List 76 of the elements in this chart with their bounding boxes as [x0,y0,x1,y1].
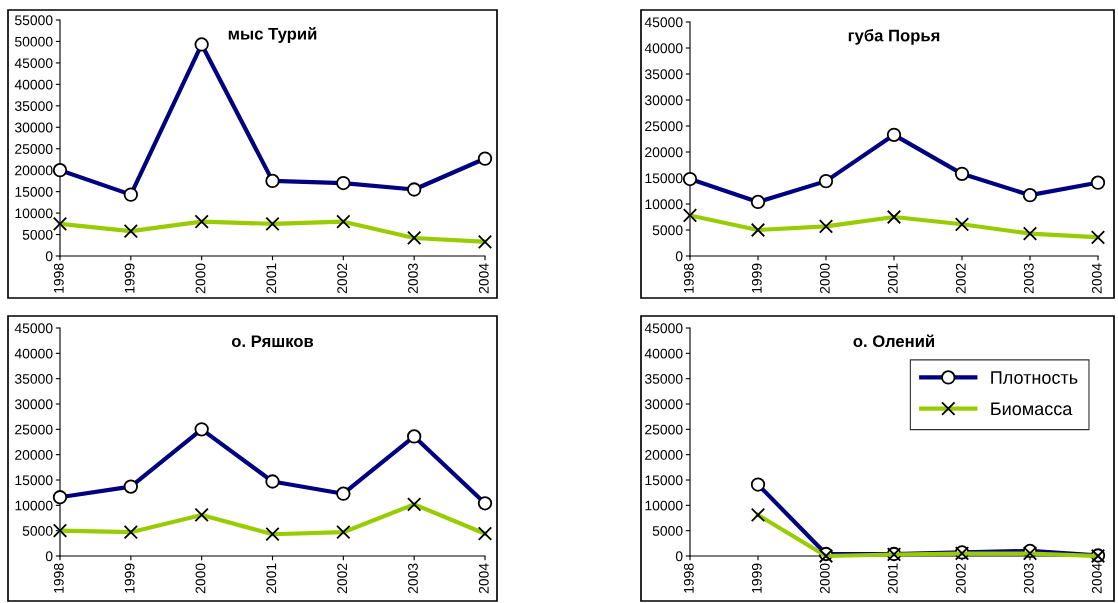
x-tick-label: 1998 [53,263,64,293]
y-tick-label: 55000 [14,15,53,26]
x-tick-label: 2004 [1091,563,1102,594]
y-tick-label: 5000 [22,229,53,240]
y-tick-label: 35000 [644,374,683,384]
y-tick-label: 35000 [644,69,683,80]
chart-title: мыс Турий [228,27,317,43]
y-tick-label: 45000 [14,58,53,69]
y-tick-label: 0 [675,251,683,262]
x-tick-label: 1998 [683,563,694,593]
x-tick-label: 2000 [195,563,206,594]
y-tick-label: 0 [675,551,683,562]
y-tick-label: 10000 [15,500,53,511]
y-tick-label: 30000 [644,399,683,410]
y-tick-label: 30000 [644,95,683,106]
y-tick-label: 30000 [14,122,53,133]
y-tick-label: 15000 [645,475,683,486]
x-tick-label: 2002 [337,563,348,594]
x-tick-label: 2004 [478,563,489,594]
y-tick-label: 0 [45,551,53,562]
x-tick-label: 2001 [887,263,898,294]
y-tick-label: 45000 [644,17,683,28]
y-tick-label: 5000 [652,526,683,536]
y-tick-label: 25000 [15,424,53,435]
x-tick-label: 2004 [1091,263,1102,294]
y-tick-label: 25000 [645,424,683,435]
y-tick-label: 15000 [15,186,53,197]
x-tick-label: 2003 [1023,263,1034,294]
x-tick-label: 2003 [408,263,418,294]
x-tick-label: 1999 [751,563,762,593]
x-tick-label: 2001 [887,563,898,594]
y-tick-label: 10000 [645,199,683,210]
y-tick-label: 45000 [14,323,53,334]
y-tick-label: 20000 [645,450,683,460]
y-tick-label: 45000 [644,323,683,334]
y-tick-label: 35000 [14,101,53,111]
legend-label: Биомасса [991,402,1073,416]
x-tick-label: 2000 [819,263,830,294]
x-tick-label: 1998 [53,563,64,593]
y-tick-label: 10000 [15,208,53,219]
y-tick-label: 40000 [644,348,683,359]
y-tick-label: 35000 [14,374,53,384]
x-tick-label: 2001 [266,563,277,594]
x-tick-label: 2000 [819,563,830,594]
x-tick-label: 2003 [1023,563,1034,594]
chart-title: о. Олений [853,334,935,348]
y-tick-label: 10000 [645,500,683,511]
legend-label: Плотность [991,371,1078,384]
x-tick-label: 2004 [478,263,489,294]
y-tick-label: 15000 [645,173,683,184]
y-tick-label: 25000 [15,144,53,154]
x-tick-label: 1998 [683,263,694,293]
y-tick-label: 20000 [645,147,683,158]
x-tick-label: 2002 [955,263,966,294]
y-tick-label: 40000 [644,43,683,54]
y-tick-label: 0 [45,251,53,262]
y-tick-label: 20000 [15,450,53,460]
chart-title: губа Порья [848,29,940,45]
y-tick-label: 40000 [14,348,53,359]
x-tick-label: 2003 [408,563,418,594]
x-tick-label: 1999 [124,263,135,293]
y-tick-label: 15000 [15,475,53,486]
y-tick-label: 20000 [15,165,53,176]
y-tick-label: 50000 [14,36,53,47]
chart-title: о. Ряшков [231,335,314,348]
x-tick-label: 2001 [266,263,277,294]
x-tick-label: 2002 [337,263,348,294]
y-tick-label: 30000 [14,399,53,410]
x-tick-label: 2000 [195,263,206,294]
y-tick-label: 5000 [652,225,683,236]
x-tick-label: 1999 [751,263,762,293]
x-tick-label: 2002 [955,563,966,594]
x-tick-label: 1999 [124,563,135,593]
y-tick-label: 40000 [14,79,53,90]
y-tick-label: 5000 [22,526,53,536]
y-tick-label: 25000 [645,121,683,132]
